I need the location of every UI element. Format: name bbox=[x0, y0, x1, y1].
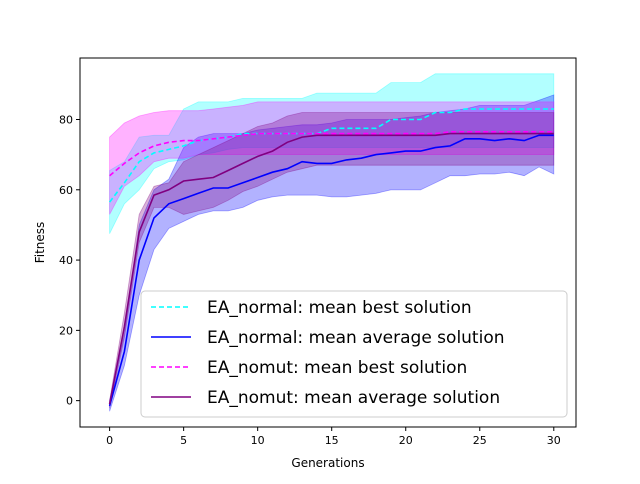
band-series-4 bbox=[109, 112, 555, 408]
line-series-1 bbox=[108, 108, 554, 203]
legend-label-4: EA_nomut: mean average solution bbox=[207, 388, 500, 408]
band-series-1 bbox=[109, 73, 555, 234]
line-series-2 bbox=[108, 134, 554, 407]
legend-label-3: EA_nomut: mean best solution bbox=[207, 358, 467, 378]
legend-box bbox=[140, 290, 568, 418]
x-tick-label: 20 bbox=[399, 434, 413, 447]
y-tick-label: 0 bbox=[66, 395, 73, 408]
y-axis-label: Fitness bbox=[33, 222, 47, 264]
band-series-3 bbox=[109, 101, 555, 215]
x-tick-label: 0 bbox=[106, 434, 113, 447]
y-tick-label: 80 bbox=[59, 114, 73, 127]
y-tick-label: 60 bbox=[59, 184, 73, 197]
line-series-3 bbox=[109, 131, 554, 177]
x-axis-ticks: 0 5 10 15 20 25 30 bbox=[106, 427, 561, 447]
x-tick-label: 25 bbox=[473, 434, 487, 447]
x-tick-label: 30 bbox=[547, 434, 561, 447]
series-lines bbox=[108, 108, 554, 407]
x-axis-label: Generations bbox=[291, 456, 364, 470]
y-tick-label: 20 bbox=[59, 324, 73, 337]
line-series-4 bbox=[108, 132, 554, 405]
legend: EA_normal: mean best solution EA_normal: … bbox=[140, 290, 568, 418]
x-tick-label: 5 bbox=[180, 434, 187, 447]
x-tick-label: 10 bbox=[251, 434, 265, 447]
legend-label-2: EA_normal: mean average solution bbox=[207, 328, 505, 348]
y-axis-ticks: 0 20 40 60 80 bbox=[59, 114, 80, 408]
plot-frame bbox=[79, 57, 577, 428]
y-tick-label: 40 bbox=[59, 254, 73, 267]
x-tick-label: 15 bbox=[325, 434, 339, 447]
legend-label-1: EA_normal: mean best solution bbox=[207, 298, 472, 318]
